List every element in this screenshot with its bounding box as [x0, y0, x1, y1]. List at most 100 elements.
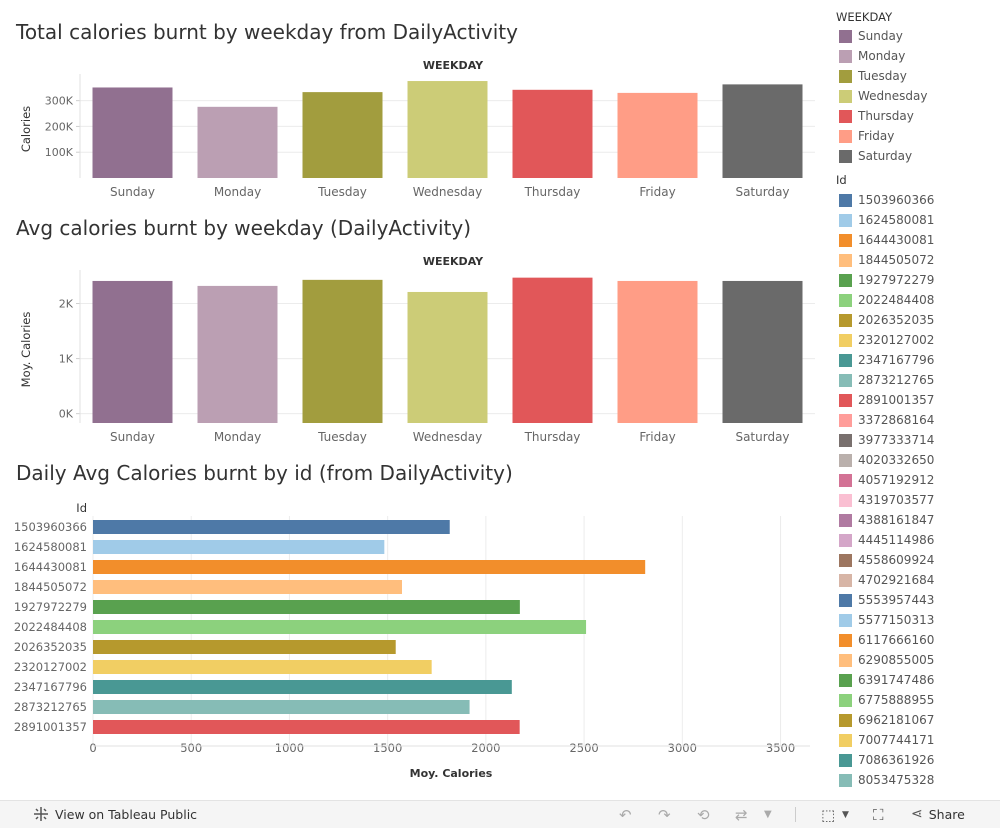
legend-item[interactable]: 2891001357 [834, 390, 1000, 410]
y-tick-label: 1644430081 [14, 560, 87, 574]
legend-item[interactable]: 1927972279 [834, 270, 1000, 290]
legend-item[interactable]: 1624580081 [834, 210, 1000, 230]
y-tick-label: 300K [45, 95, 74, 108]
y-tick-label: 2026352035 [14, 640, 87, 654]
legend-label: 8053475328 [858, 773, 935, 787]
share-label: Share [928, 806, 965, 822]
y-tick-label: 1K [59, 353, 74, 366]
legend-swatch [839, 573, 852, 587]
y-tick-label: 0K [59, 408, 74, 421]
legend-item[interactable]: 4319703577 [834, 490, 1000, 510]
legend-weekday-list: Sunday Monday Tuesday Wednesday Thursday Frid… [834, 26, 1000, 166]
view-on-tableau-link[interactable]: View on Tableau Public [33, 806, 197, 822]
legend-swatch [839, 513, 852, 527]
legend-label: 7086361926 [858, 753, 935, 767]
legend-item[interactable]: 4388161847 [834, 510, 1000, 530]
fullscreen-icon[interactable]: ⛶ [873, 806, 884, 824]
legend-item[interactable]: 4445114986 [834, 530, 1000, 550]
x-tick-label: 500 [180, 741, 202, 755]
chart-total-calories[interactable]: 100K 200K 300K Calories WEEKDAY Sunday Monday T… [0, 55, 815, 205]
legend-item[interactable]: Wednesday [834, 86, 1000, 106]
legend-swatch [839, 733, 852, 747]
legend-item[interactable]: 2347167796 [834, 350, 1000, 370]
legend-item[interactable]: 3372868164 [834, 410, 1000, 430]
legend-item[interactable]: 7007744171 [834, 730, 1000, 750]
legend-label: 2873212765 [858, 373, 935, 387]
legend-swatch [839, 253, 852, 267]
legend-item[interactable]: 2022484408 [834, 290, 1000, 310]
legend-swatch [839, 453, 852, 467]
legend-item[interactable]: 2320127002 [834, 330, 1000, 350]
legend-item[interactable]: 1844505072 [834, 250, 1000, 270]
legend-item[interactable]: Monday [834, 46, 1000, 66]
legend-item[interactable]: 2873212765 [834, 370, 1000, 390]
refresh-icon[interactable]: ⇄ [735, 806, 748, 824]
legend-label: 4057192912 [858, 473, 935, 487]
x-axis-label: Moy. Calories [410, 767, 493, 780]
legend-item[interactable]: 2026352035 [834, 310, 1000, 330]
x-tick-label: 2000 [471, 741, 500, 755]
download-chevron-icon[interactable]: ▼ [842, 810, 849, 820]
x-tick-label: Saturday [735, 185, 789, 199]
legend-swatch [839, 193, 852, 207]
redo-icon[interactable]: ↷ [658, 806, 671, 824]
legend-item[interactable]: 4057192912 [834, 470, 1000, 490]
bar-saturday [722, 84, 803, 178]
y-tick-label: 1503960366 [14, 520, 87, 534]
legend-item[interactable]: 6117666160 [834, 630, 1000, 650]
bar-id-2320127002 [93, 660, 432, 674]
legend-item[interactable]: 6962181067 [834, 710, 1000, 730]
legend-item[interactable]: 1644430081 [834, 230, 1000, 250]
bar-id-2891001357 [93, 720, 520, 734]
bar-id-1503960366 [93, 520, 450, 534]
legend-label: 4445114986 [858, 533, 935, 547]
legend-item[interactable]: Sunday [834, 26, 1000, 46]
legend-item[interactable]: Tuesday [834, 66, 1000, 86]
legend-item[interactable]: 5553957443 [834, 590, 1000, 610]
legend-swatch [839, 713, 852, 727]
chart-calories-by-id[interactable]: 0 500 1000 1500 2000 2500 3000 3500 Id Moy. Calor… [0, 496, 815, 786]
legend-item[interactable]: 3977333714 [834, 430, 1000, 450]
legend-label: 2347167796 [858, 353, 935, 367]
legend-swatch [839, 233, 852, 247]
download-icon[interactable]: ⬚ [821, 806, 836, 824]
bar-saturday [722, 280, 803, 423]
legend-weekday-title: WEEKDAY [836, 10, 893, 24]
chart-avg-calories[interactable]: 0K 1K 2K Moy. Calories WEEKDAY Sunday Monday Tu… [0, 251, 815, 451]
x-tick-label: Monday [214, 185, 261, 199]
legend-item[interactable]: 8053475328 [834, 770, 1000, 788]
x-tick-label: 1000 [275, 741, 304, 755]
legend-swatch [839, 493, 852, 507]
legend-id-list: 1503960366 1624580081 1644430081 1844505072… [834, 190, 1000, 788]
legend-swatch [839, 633, 852, 647]
undo-icon[interactable]: ↶ [619, 806, 632, 824]
y-axis-label: Moy. Calories [19, 312, 33, 388]
legend-item[interactable]: 6290855005 [834, 650, 1000, 670]
legend-item[interactable]: Saturday [834, 146, 1000, 166]
legend-item[interactable]: 7086361926 [834, 750, 1000, 770]
legend-item[interactable]: 4702921684 [834, 570, 1000, 590]
revert-icon[interactable]: ⟲ [697, 806, 710, 824]
y-tick-label: 2320127002 [14, 660, 87, 674]
legend-label: 4020332650 [858, 453, 935, 467]
legend-item[interactable]: Thursday [834, 106, 1000, 126]
legend-item[interactable]: 6391747486 [834, 670, 1000, 690]
legend-swatch [839, 49, 852, 63]
legend-item[interactable]: Friday [834, 126, 1000, 146]
legend-item[interactable]: 5577150313 [834, 610, 1000, 630]
legend-item[interactable]: 1503960366 [834, 190, 1000, 210]
legend-label: 2026352035 [858, 313, 935, 327]
chevron-down-icon[interactable]: ▼ [764, 809, 772, 820]
x-tick-label: Tuesday [317, 430, 367, 444]
legend-item[interactable]: 4020332650 [834, 450, 1000, 470]
y-tick-label: 100K [45, 146, 74, 159]
legend-label: 4558609924 [858, 553, 935, 567]
share-button[interactable]: ⋖ Share [911, 806, 965, 822]
legend-item[interactable]: 4558609924 [834, 550, 1000, 570]
x-tick-label: Tuesday [317, 185, 367, 199]
x-axis-header: WEEKDAY [423, 255, 484, 268]
legend-label: Monday [858, 49, 906, 63]
legend-item[interactable]: 6775888955 [834, 690, 1000, 710]
legend-swatch [839, 673, 852, 687]
legend-swatch [839, 373, 852, 387]
